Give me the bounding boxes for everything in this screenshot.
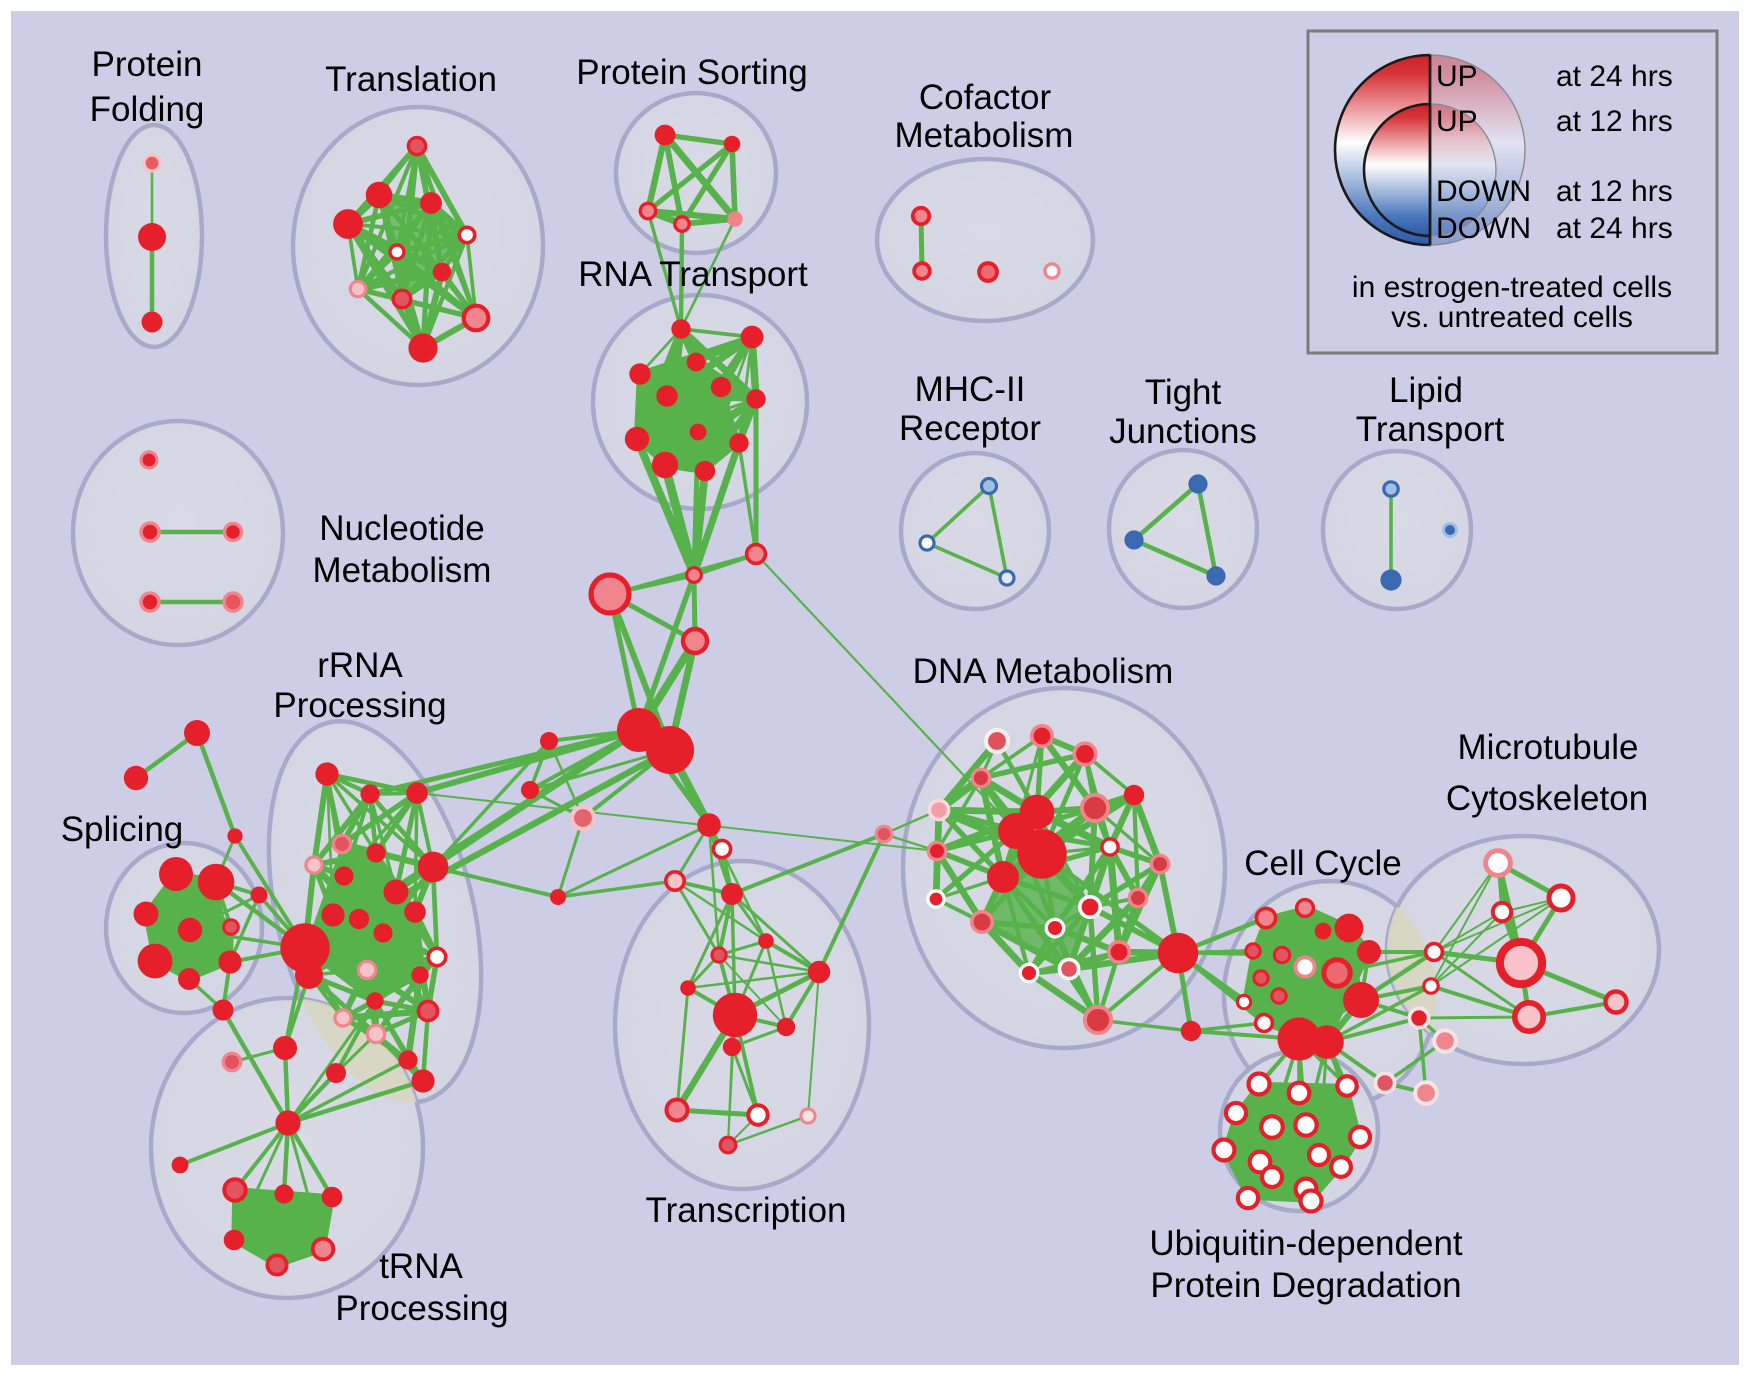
svg-text:Tight: Tight	[1145, 373, 1222, 412]
svg-text:Protein Sorting: Protein Sorting	[576, 53, 808, 92]
svg-text:Processing: Processing	[273, 686, 446, 725]
svg-text:Junctions: Junctions	[1109, 412, 1257, 451]
svg-text:RNA Transport: RNA Transport	[578, 255, 808, 294]
svg-text:Translation: Translation	[325, 60, 497, 99]
svg-text:Cytoskeleton: Cytoskeleton	[1446, 779, 1648, 818]
svg-text:Cofactor: Cofactor	[919, 78, 1052, 117]
svg-text:DNA Metabolism: DNA Metabolism	[913, 652, 1174, 691]
svg-text:Lipid: Lipid	[1389, 371, 1463, 410]
svg-text:Splicing: Splicing	[61, 810, 184, 849]
svg-text:DOWN: DOWN	[1436, 212, 1531, 245]
svg-text:MHC-II: MHC-II	[915, 370, 1026, 409]
svg-text:UP: UP	[1436, 105, 1478, 138]
svg-text:Metabolism: Metabolism	[895, 116, 1074, 155]
svg-text:at 12 hrs: at 12 hrs	[1556, 175, 1673, 208]
svg-text:Cell Cycle: Cell Cycle	[1244, 844, 1402, 883]
svg-text:Receptor: Receptor	[899, 409, 1041, 448]
svg-text:Nucleotide: Nucleotide	[319, 509, 484, 548]
svg-text:Folding: Folding	[90, 90, 205, 129]
svg-text:at 12 hrs: at 12 hrs	[1556, 105, 1673, 138]
svg-text:Transcription: Transcription	[646, 1191, 847, 1230]
svg-text:Ubiquitin-dependent: Ubiquitin-dependent	[1149, 1224, 1463, 1263]
svg-text:DOWN: DOWN	[1436, 175, 1531, 208]
svg-text:Transport: Transport	[1356, 410, 1505, 449]
svg-text:Microtubule: Microtubule	[1458, 728, 1639, 767]
svg-text:in estrogen-treated cells: in estrogen-treated cells	[1352, 271, 1672, 304]
svg-text:Protein Degradation: Protein Degradation	[1150, 1266, 1461, 1305]
svg-text:UP: UP	[1436, 60, 1478, 93]
svg-text:rRNA: rRNA	[317, 646, 403, 685]
svg-text:Metabolism: Metabolism	[313, 551, 492, 590]
svg-text:tRNA: tRNA	[379, 1247, 463, 1286]
svg-text:Protein: Protein	[92, 45, 203, 84]
svg-text:vs. untreated cells: vs. untreated cells	[1391, 301, 1633, 334]
svg-text:at 24 hrs: at 24 hrs	[1556, 212, 1673, 245]
svg-text:at 24 hrs: at 24 hrs	[1556, 60, 1673, 93]
svg-text:Processing: Processing	[335, 1289, 508, 1328]
